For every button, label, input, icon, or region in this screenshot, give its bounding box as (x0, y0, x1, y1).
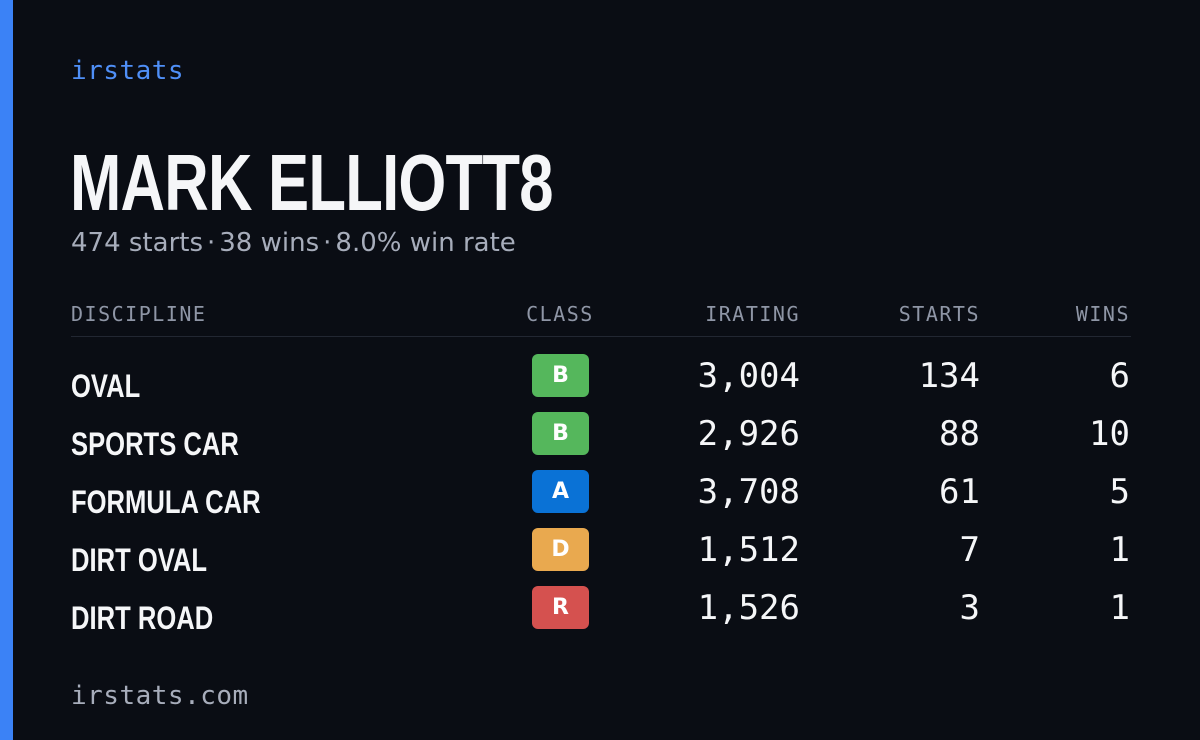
starts-value: 61 (939, 472, 980, 512)
class-badge: A (532, 470, 589, 513)
wins-summary: 38 wins (219, 228, 320, 258)
wins-value: 1 (1109, 530, 1130, 570)
wins-value: 5 (1109, 472, 1130, 512)
column-header-irating: IRATING (705, 302, 800, 326)
stats-table: DISCIPLINE CLASS IRATING STARTS WINS OVA… (71, 300, 1131, 636)
player-summary: 474 starts · 38 wins · 8.0% win rate (71, 228, 516, 258)
starts-value: 88 (939, 414, 980, 454)
win-rate-summary: 8.0% win rate (335, 228, 516, 258)
separator: · (323, 228, 332, 258)
table-row: DIRT ROAD R 1,526 3 1 (71, 586, 1131, 644)
column-header-wins: WINS (1075, 302, 1130, 326)
discipline-label: DIRT ROAD (71, 600, 214, 636)
irating-value: 3,708 (697, 472, 800, 512)
discipline-label: SPORTS CAR (71, 426, 239, 462)
table-row: OVAL B 3,004 134 6 (71, 354, 1131, 412)
class-badge: B (532, 354, 589, 397)
footer-url: irstats.com (71, 681, 249, 711)
discipline-label: OVAL (71, 368, 141, 404)
column-header-discipline: DISCIPLINE (71, 302, 207, 326)
irating-value: 1,526 (697, 588, 800, 628)
starts-value: 134 (918, 356, 980, 396)
irating-value: 2,926 (697, 414, 800, 454)
column-header-class-label: CLASS (526, 302, 594, 326)
starts-value: 7 (959, 530, 980, 570)
brand-logo: irstats (71, 56, 185, 86)
class-badge: B (532, 412, 589, 455)
starts-value: 3 (959, 588, 980, 628)
irating-value: 3,004 (697, 356, 800, 396)
starts-summary: 474 starts (71, 228, 203, 258)
discipline-label: DIRT OVAL (71, 542, 208, 578)
table-row: DIRT OVAL D 1,512 7 1 (71, 528, 1131, 586)
discipline-label: FORMULA CAR (71, 484, 261, 520)
table-row: SPORTS CAR B 2,926 88 10 (71, 412, 1131, 470)
irating-value: 1,512 (697, 530, 800, 570)
table-header: DISCIPLINE CLASS IRATING STARTS WINS (71, 300, 1131, 337)
wins-value: 10 (1089, 414, 1130, 454)
separator: · (207, 228, 216, 258)
player-name: MARK ELLIOTT8 (70, 138, 554, 227)
accent-bar (0, 0, 13, 740)
class-badge: R (532, 586, 589, 629)
wins-value: 1 (1109, 588, 1130, 628)
wins-value: 6 (1109, 356, 1130, 396)
class-badge: D (532, 528, 589, 571)
table-row: FORMULA CAR A 3,708 61 5 (71, 470, 1131, 528)
column-header-starts: STARTS (898, 302, 980, 326)
